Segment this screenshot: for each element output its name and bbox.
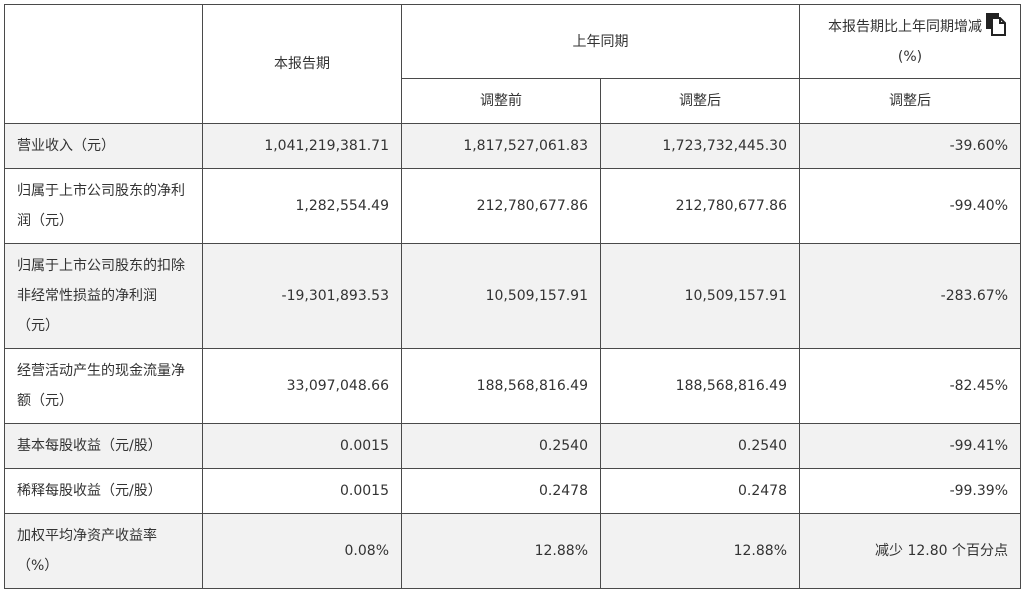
row-after: 188,568,816.49 <box>600 348 800 424</box>
table-row: 稀释每股收益（元/股） 0.0015 0.2478 0.2478 -99.39% <box>4 468 1021 514</box>
row-after: 0.2478 <box>600 468 800 514</box>
row-current: 0.08% <box>202 513 402 589</box>
row-change: -99.41% <box>799 423 1021 469</box>
row-change: -39.60% <box>799 123 1021 169</box>
row-current: 1,041,219,381.71 <box>202 123 402 169</box>
header-blank-cell <box>4 4 203 124</box>
row-label: 营业收入（元） <box>4 123 203 169</box>
table-row: 归属于上市公司股东的净利润（元） 1,282,554.49 212,780,67… <box>4 168 1021 244</box>
header-change: 本报告期比上年同期增减 (%) <box>799 4 1021 79</box>
table-row: 基本每股收益（元/股） 0.0015 0.2540 0.2540 -99.41% <box>4 423 1021 469</box>
table-row: 归属于上市公司股东的扣除非经常性损益的净利润（元） -19,301,893.53… <box>4 243 1021 349</box>
header-change-title: 本报告期比上年同期增减 <box>828 18 982 35</box>
header-current-period: 本报告期 <box>202 4 402 124</box>
financial-indicators-table: 本报告期 上年同期 本报告期比上年同期增减 (%) 调整前 调整后 调整后 营业… <box>4 4 1021 589</box>
row-before: 1,817,527,061.83 <box>401 123 601 169</box>
row-label: 经营活动产生的现金流量净额（元） <box>4 348 203 424</box>
header-change-after-adjust: 调整后 <box>799 78 1021 124</box>
row-after: 12.88% <box>600 513 800 589</box>
row-label: 稀释每股收益（元/股） <box>4 468 203 514</box>
row-before: 0.2478 <box>401 468 601 514</box>
row-change: -283.67% <box>799 243 1021 349</box>
row-after: 0.2540 <box>600 423 800 469</box>
header-prior-period: 上年同期 <box>401 4 800 79</box>
row-current: 33,097,048.66 <box>202 348 402 424</box>
row-before: 188,568,816.49 <box>401 348 601 424</box>
row-change: -99.39% <box>799 468 1021 514</box>
row-current: -19,301,893.53 <box>202 243 402 349</box>
row-change: -82.45% <box>799 348 1021 424</box>
row-before: 212,780,677.86 <box>401 168 601 244</box>
row-change: -99.40% <box>799 168 1021 244</box>
header-after-adjust: 调整后 <box>600 78 800 124</box>
row-current: 0.0015 <box>202 468 402 514</box>
row-label: 归属于上市公司股东的扣除非经常性损益的净利润（元） <box>4 243 203 349</box>
header-change-unit: (%) <box>897 48 923 65</box>
row-before: 12.88% <box>401 513 601 589</box>
copy-icon[interactable] <box>985 12 1007 36</box>
row-current: 1,282,554.49 <box>202 168 402 244</box>
table-row: 经营活动产生的现金流量净额（元） 33,097,048.66 188,568,8… <box>4 348 1021 424</box>
table-row: 营业收入（元） 1,041,219,381.71 1,817,527,061.8… <box>4 123 1021 169</box>
row-after: 10,509,157.91 <box>600 243 800 349</box>
row-label: 基本每股收益（元/股） <box>4 423 203 469</box>
row-label: 加权平均净资产收益率（%） <box>4 513 203 589</box>
table-row: 加权平均净资产收益率（%） 0.08% 12.88% 12.88% 减少 12.… <box>4 513 1021 589</box>
row-before: 10,509,157.91 <box>401 243 601 349</box>
row-current: 0.0015 <box>202 423 402 469</box>
row-before: 0.2540 <box>401 423 601 469</box>
header-before-adjust: 调整前 <box>401 78 601 124</box>
row-after: 212,780,677.86 <box>600 168 800 244</box>
row-label: 归属于上市公司股东的净利润（元） <box>4 168 203 244</box>
row-after: 1,723,732,445.30 <box>600 123 800 169</box>
row-change: 减少 12.80 个百分点 <box>799 513 1021 589</box>
